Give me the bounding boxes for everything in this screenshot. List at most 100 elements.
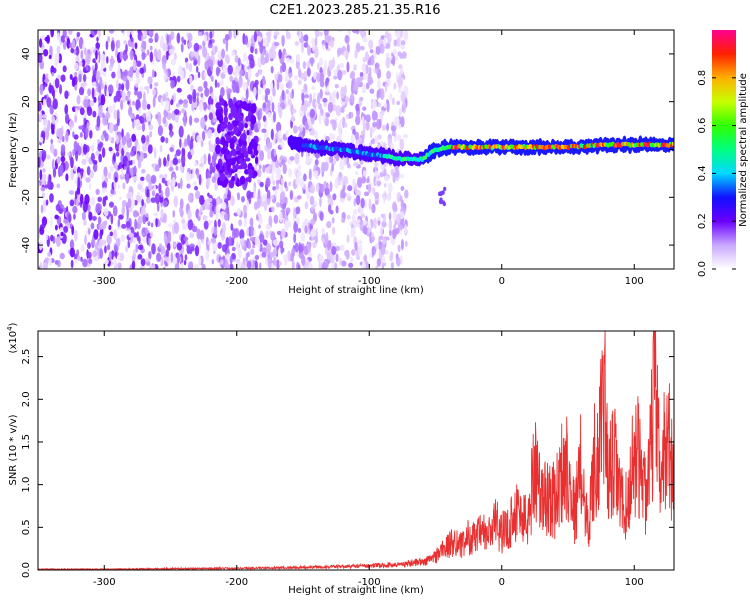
noise-dot bbox=[188, 261, 194, 269]
noise-dot bbox=[364, 191, 370, 197]
noise-dot bbox=[149, 83, 153, 90]
noise-dot bbox=[82, 143, 88, 155]
noise-dot bbox=[245, 103, 251, 112]
noise-dot bbox=[41, 173, 47, 183]
noise-dot bbox=[366, 178, 370, 184]
noise-dot bbox=[127, 197, 132, 209]
x-tick-label: -300 bbox=[93, 276, 116, 287]
noise-dot bbox=[261, 252, 267, 258]
noise-dot bbox=[236, 169, 242, 175]
x-tick-label: -200 bbox=[225, 276, 248, 287]
noise-dot bbox=[73, 213, 76, 220]
noise-dot bbox=[375, 265, 379, 269]
noise-dot bbox=[278, 261, 283, 266]
noise-dot bbox=[118, 196, 122, 201]
noise-dot bbox=[118, 214, 124, 220]
colorbar-tick-label: 0.6 bbox=[697, 118, 708, 134]
noise-dot bbox=[288, 168, 292, 178]
noise-dot bbox=[185, 61, 189, 70]
noise-dot bbox=[363, 255, 367, 262]
noise-dot bbox=[92, 58, 97, 64]
noise-dot bbox=[337, 47, 343, 56]
noise-dot bbox=[228, 158, 234, 166]
noise-dot bbox=[135, 60, 142, 67]
noise-dot bbox=[349, 93, 355, 104]
noise-dot bbox=[371, 137, 376, 145]
noise-dot bbox=[186, 244, 191, 255]
noise-dot bbox=[198, 256, 202, 267]
noise-dot bbox=[165, 99, 170, 112]
noise-dot bbox=[123, 40, 128, 45]
noise-dot bbox=[379, 235, 384, 240]
noise-dot bbox=[239, 163, 244, 170]
noise-dot bbox=[83, 220, 87, 226]
noise-dot bbox=[51, 72, 55, 77]
noise-dot bbox=[403, 30, 409, 42]
noise-dot bbox=[160, 245, 166, 256]
noise-dot bbox=[257, 120, 261, 130]
noise-dot bbox=[321, 261, 327, 269]
noise-dot bbox=[390, 262, 395, 269]
noise-dot bbox=[117, 262, 122, 269]
noise-dot bbox=[329, 209, 334, 215]
noise-dot bbox=[237, 248, 242, 259]
noise-dot bbox=[147, 221, 151, 227]
noise-dot bbox=[165, 91, 169, 97]
noise-dot bbox=[104, 245, 107, 254]
noise-dot bbox=[125, 245, 129, 253]
noise-dot bbox=[125, 220, 131, 229]
noise-dot bbox=[167, 45, 170, 51]
noise-dot bbox=[402, 133, 409, 139]
noise-dot bbox=[83, 170, 87, 181]
noise-dot bbox=[286, 57, 291, 63]
noise-dot bbox=[69, 73, 73, 80]
noise-dot bbox=[239, 229, 245, 240]
noise-dot bbox=[282, 48, 286, 55]
noise-dot bbox=[119, 51, 124, 61]
noise-dot bbox=[314, 46, 319, 59]
noise-dot bbox=[100, 53, 106, 64]
noise-dot bbox=[209, 31, 213, 40]
noise-dot bbox=[134, 82, 139, 88]
noise-dot bbox=[382, 195, 386, 204]
noise-dot bbox=[381, 124, 387, 131]
noise-dot bbox=[253, 191, 256, 200]
signal-blob bbox=[438, 191, 442, 196]
noise-dot bbox=[250, 115, 257, 125]
noise-dot bbox=[196, 168, 200, 180]
noise-dot bbox=[92, 164, 96, 171]
noise-dot bbox=[218, 102, 222, 112]
noise-dot bbox=[365, 114, 371, 123]
noise-dot bbox=[223, 103, 228, 108]
noise-dot bbox=[262, 164, 266, 173]
noise-dot bbox=[309, 195, 315, 206]
noise-dot bbox=[362, 36, 368, 43]
noise-dot bbox=[382, 213, 387, 223]
noise-dot bbox=[260, 200, 265, 207]
noise-dot bbox=[253, 30, 258, 43]
noise-dot bbox=[328, 59, 334, 71]
noise-dot bbox=[242, 81, 248, 91]
noise-dot bbox=[165, 137, 169, 144]
noise-dot bbox=[42, 168, 46, 173]
noise-dot bbox=[60, 231, 64, 237]
noise-dot bbox=[398, 64, 403, 70]
noise-dot bbox=[312, 41, 316, 53]
noise-dot bbox=[111, 71, 116, 79]
noise-dot bbox=[206, 177, 211, 187]
noise-dot bbox=[117, 218, 121, 228]
noise-dot bbox=[68, 213, 72, 224]
noise-dot bbox=[219, 210, 226, 220]
noise-dot bbox=[190, 84, 194, 92]
noise-dot bbox=[82, 258, 88, 268]
noise-dot bbox=[267, 137, 270, 150]
noise-dot bbox=[369, 49, 374, 54]
y-tick-label: -40 bbox=[21, 237, 32, 253]
noise-dot bbox=[275, 183, 280, 190]
noise-dot bbox=[47, 179, 52, 190]
noise-dot bbox=[245, 252, 249, 263]
noise-dot bbox=[273, 31, 280, 36]
noise-dot bbox=[318, 112, 322, 125]
noise-dot bbox=[126, 192, 132, 200]
noise-dot bbox=[393, 39, 398, 47]
